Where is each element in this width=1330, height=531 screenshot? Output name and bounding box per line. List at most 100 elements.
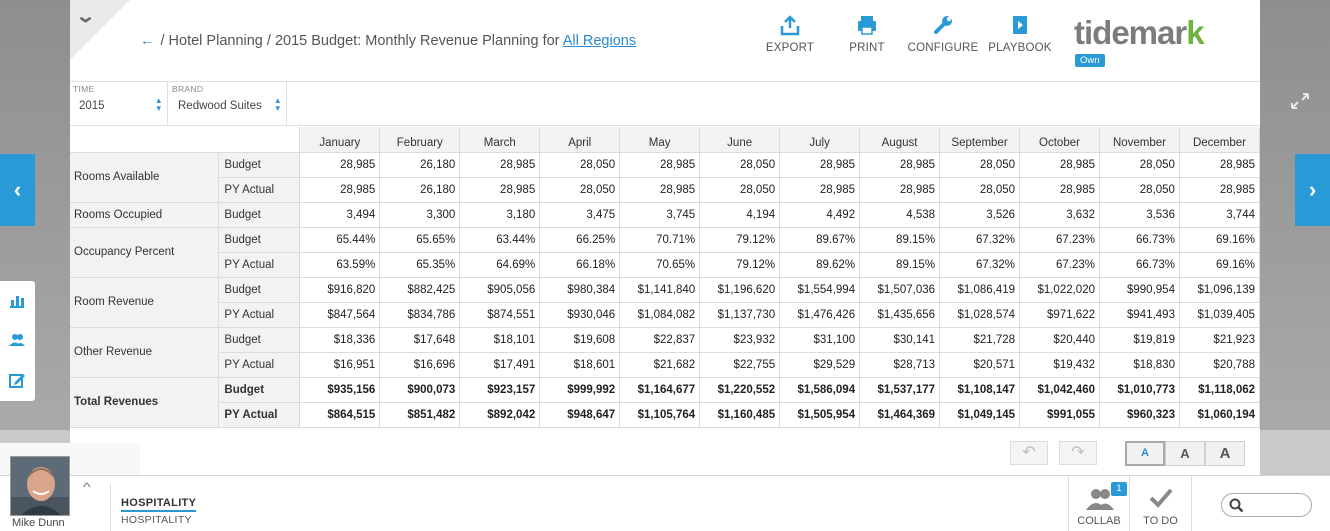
caret-up-icon[interactable]: ^ [82, 480, 91, 494]
configure-button[interactable]: CONFIGURE [908, 14, 978, 54]
column-header-month[interactable]: January [299, 127, 381, 153]
table-cell[interactable]: 89.15% [859, 226, 941, 253]
table-cell[interactable]: $882,425 [379, 276, 461, 303]
table-cell[interactable]: $980,384 [539, 276, 621, 303]
table-cell[interactable]: 67.32% [939, 226, 1021, 253]
table-cell[interactable]: 66.25% [539, 226, 621, 253]
avatar[interactable] [10, 456, 70, 516]
undo-button[interactable]: ↶ [1010, 441, 1048, 465]
table-cell[interactable]: 3,536 [1099, 201, 1180, 228]
font-medium-button[interactable]: A [1165, 441, 1205, 466]
next-page-button[interactable]: › [1295, 154, 1330, 226]
table-cell[interactable]: 65.44% [299, 226, 381, 253]
table-cell[interactable]: 28,985 [459, 151, 541, 178]
table-cell[interactable]: 65.65% [379, 226, 461, 253]
table-cell[interactable]: 28,050 [539, 151, 621, 178]
table-cell[interactable]: 28,985 [779, 151, 861, 178]
users-icon[interactable] [8, 331, 26, 349]
table-cell[interactable]: $19,608 [539, 326, 621, 353]
table-cell[interactable]: 70.71% [619, 226, 701, 253]
playbook-button[interactable]: PLAYBOOK [985, 14, 1055, 54]
export-button[interactable]: EXPORT [755, 14, 825, 54]
expand-icon[interactable] [1290, 92, 1310, 110]
sort-arrows-icon[interactable]: ▴ ▾ [275, 95, 280, 113]
table-cell[interactable]: 3,494 [299, 201, 381, 228]
column-header-month[interactable]: August [859, 127, 941, 153]
previous-page-button[interactable]: ‹ [0, 154, 35, 226]
column-header-month[interactable]: June [699, 127, 781, 153]
font-small-button[interactable]: A [1125, 441, 1165, 466]
table-cell[interactable]: 28,050 [1099, 151, 1180, 178]
table-cell[interactable]: 28,985 [619, 151, 701, 178]
table-cell[interactable]: $1,096,139 [1178, 276, 1261, 303]
table-cell[interactable]: $916,820 [299, 276, 381, 303]
collapse-chevron-icon[interactable]: ⌄ [74, 6, 97, 26]
table-cell[interactable]: $17,648 [379, 326, 461, 353]
column-header-month[interactable]: October [1019, 127, 1100, 153]
table-cell[interactable]: $18,336 [299, 326, 381, 353]
table-cell[interactable]: 3,300 [379, 201, 461, 228]
column-header-month[interactable]: March [459, 127, 541, 153]
font-large-button[interactable]: A [1205, 441, 1245, 466]
sort-arrows-icon[interactable]: ▴ ▾ [156, 95, 161, 113]
table-cell[interactable]: 63.44% [459, 226, 541, 253]
table-cell[interactable]: 67.23% [1019, 226, 1100, 253]
table-cell[interactable]: 3,180 [459, 201, 541, 228]
table-cell[interactable]: $21,728 [939, 326, 1021, 353]
todo-button[interactable]: TO DO [1130, 476, 1192, 531]
column-header-month[interactable]: November [1099, 127, 1180, 153]
table-cell[interactable]: $30,141 [859, 326, 941, 353]
table-cell[interactable]: $18,101 [459, 326, 541, 353]
all-regions-link[interactable]: All Regions [562, 33, 637, 49]
time-filter[interactable]: TIME 2015 ▴ ▾ [70, 82, 168, 126]
table-cell[interactable]: 69.16% [1178, 226, 1261, 253]
table-cell[interactable]: 3,632 [1019, 201, 1100, 228]
table-cell[interactable]: 3,475 [539, 201, 621, 228]
table-cell[interactable]: $1,086,419 [939, 276, 1021, 303]
table-cell[interactable]: $23,932 [699, 326, 781, 353]
table-cell[interactable]: $990,954 [1099, 276, 1180, 303]
table-cell[interactable]: 28,985 [1178, 151, 1261, 178]
table-cell[interactable]: $1,141,840 [619, 276, 701, 303]
table-cell[interactable]: 4,538 [859, 201, 941, 228]
table-cell[interactable]: $1,196,620 [699, 276, 781, 303]
print-button[interactable]: PRINT [832, 14, 902, 54]
table-cell[interactable]: $1,507,036 [859, 276, 941, 303]
table-cell[interactable]: 28,985 [299, 151, 381, 178]
column-header-month[interactable]: April [539, 127, 621, 153]
table-cell[interactable]: 28,050 [939, 151, 1021, 178]
back-arrow-link[interactable]: ← [140, 33, 155, 49]
search-input[interactable] [1221, 493, 1312, 517]
column-header-month[interactable]: February [379, 127, 461, 153]
edit-icon[interactable] [8, 371, 26, 389]
collab-button[interactable]: 1 COLLAB [1068, 476, 1130, 531]
column-header-month[interactable]: July [779, 127, 861, 153]
table-cell[interactable]: 3,744 [1178, 201, 1261, 228]
table-cell[interactable]: 3,526 [939, 201, 1021, 228]
column-header-month[interactable]: September [939, 127, 1021, 153]
table-cell[interactable]: 4,492 [779, 201, 861, 228]
column-header-month[interactable]: December [1178, 127, 1261, 153]
table-cell[interactable]: $905,056 [459, 276, 541, 303]
table-cell[interactable]: $22,837 [619, 326, 701, 353]
redo-button[interactable]: ↷ [1059, 441, 1097, 465]
context-primary-tab[interactable]: HOSPITALITY [121, 497, 197, 512]
table-cell[interactable]: $1,022,020 [1019, 276, 1100, 303]
bar-chart-icon[interactable] [8, 292, 26, 310]
table-cell[interactable]: $19,819 [1099, 326, 1180, 353]
column-header-month[interactable]: May [619, 127, 701, 153]
brand-filter[interactable]: BRAND Redwood Suites ▴ ▾ [169, 82, 287, 126]
table-cell[interactable]: 4,194 [699, 201, 781, 228]
table-cell[interactable]: 26,180 [379, 151, 461, 178]
table-cell[interactable]: 28,985 [859, 151, 941, 178]
table-cell[interactable]: 28,985 [1019, 151, 1100, 178]
table-cell[interactable]: 3,745 [619, 201, 701, 228]
table-cell[interactable]: 66.73% [1099, 226, 1180, 253]
table-cell[interactable]: $1,554,994 [779, 276, 861, 303]
table-cell[interactable]: 89.67% [779, 226, 861, 253]
table-cell[interactable]: 28,050 [699, 151, 781, 178]
table-cell[interactable]: $20,440 [1019, 326, 1100, 353]
table-cell[interactable]: $31,100 [779, 326, 861, 353]
table-cell[interactable]: 79.12% [699, 226, 781, 253]
table-cell[interactable]: $21,923 [1178, 326, 1261, 353]
